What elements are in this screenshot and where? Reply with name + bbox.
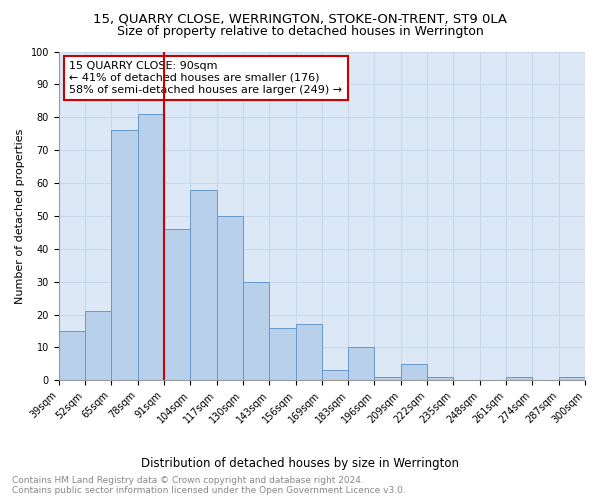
Text: Size of property relative to detached houses in Werrington: Size of property relative to detached ho… (116, 25, 484, 38)
Bar (217, 216, 243, 380)
Text: Contains HM Land Registry data © Crown copyright and database right 2024.
Contai: Contains HM Land Registry data © Crown c… (12, 476, 406, 495)
Bar (559, 377, 585, 380)
Bar (427, 377, 454, 380)
Text: Distribution of detached houses by size in Werrington: Distribution of detached houses by size … (141, 458, 459, 470)
Bar (243, 282, 269, 380)
Bar (401, 364, 427, 380)
Text: 15, QUARRY CLOSE, WERRINGTON, STOKE-ON-TRENT, ST9 0LA: 15, QUARRY CLOSE, WERRINGTON, STOKE-ON-T… (93, 12, 507, 26)
Text: 15 QUARRY CLOSE: 90sqm
← 41% of detached houses are smaller (176)
58% of semi-de: 15 QUARRY CLOSE: 90sqm ← 41% of detached… (69, 62, 343, 94)
Bar (85, 311, 111, 380)
Bar (348, 348, 374, 380)
Bar (374, 377, 401, 380)
Y-axis label: Number of detached properties: Number of detached properties (15, 128, 25, 304)
Bar (137, 114, 164, 380)
Bar (506, 377, 532, 380)
Bar (111, 130, 137, 380)
Bar (59, 331, 85, 380)
Bar (164, 229, 190, 380)
Bar (322, 370, 348, 380)
Bar (269, 328, 296, 380)
Bar (296, 324, 322, 380)
Bar (190, 190, 217, 380)
